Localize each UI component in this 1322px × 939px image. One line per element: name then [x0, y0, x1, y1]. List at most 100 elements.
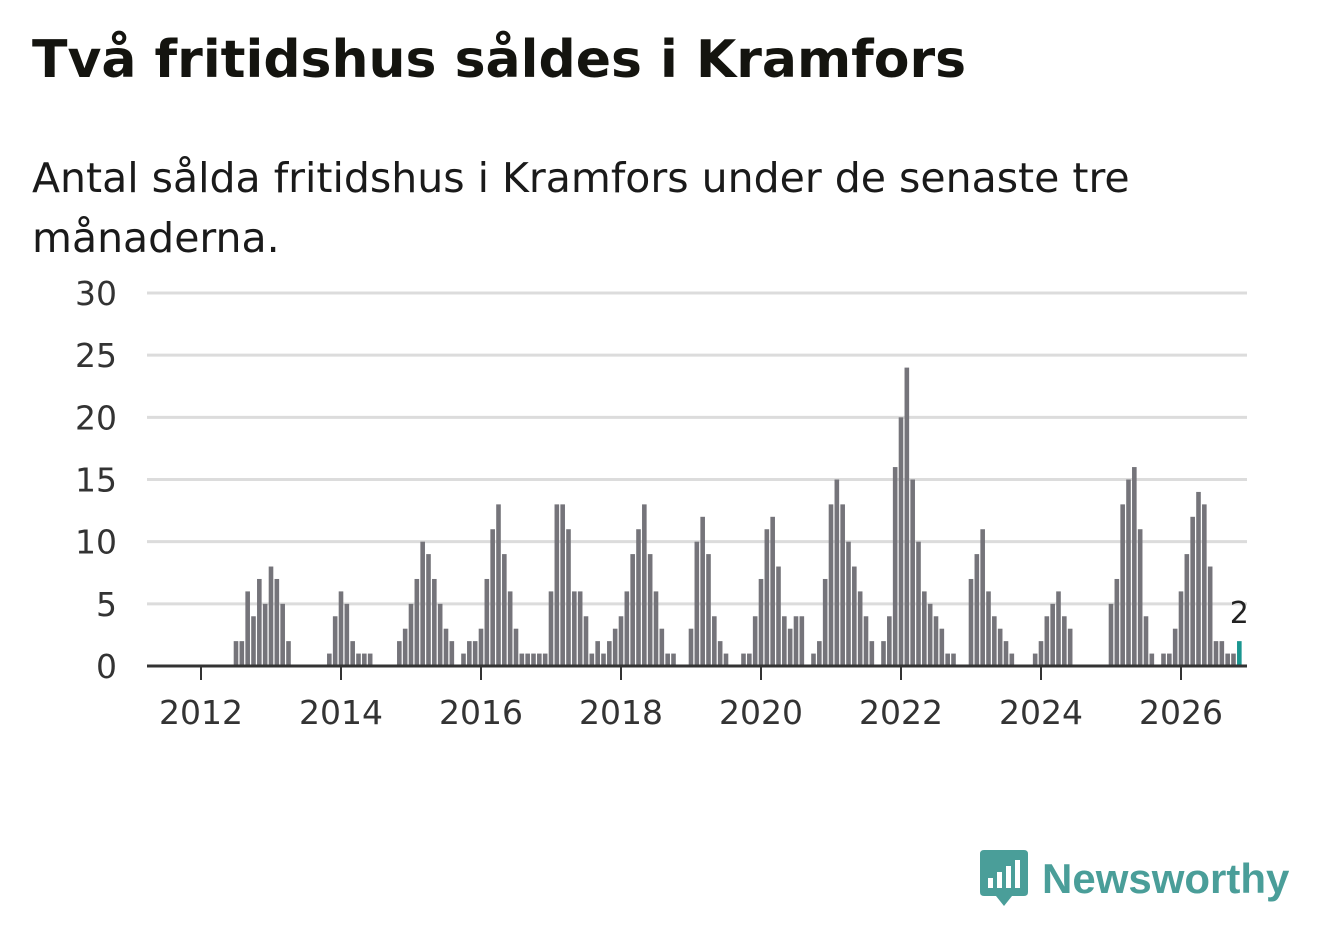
bar [974, 554, 980, 666]
bar [747, 653, 752, 666]
bar [367, 653, 373, 666]
bar [437, 603, 443, 666]
bar [1213, 641, 1219, 666]
bar [1062, 616, 1067, 666]
bar [414, 578, 420, 666]
y-axis-ticks: 0 5 10 15 20 25 30 [75, 274, 117, 686]
bar [519, 653, 525, 666]
bar [472, 641, 478, 666]
bar [910, 479, 915, 666]
y-tick-label: 15 [75, 461, 117, 500]
bar [717, 641, 723, 666]
bar [595, 641, 600, 666]
bar [560, 504, 565, 666]
bar [601, 653, 606, 666]
bar [881, 641, 886, 666]
bars [233, 367, 1242, 666]
bar [1184, 554, 1190, 666]
last-value-label: 2 [1230, 596, 1249, 631]
bar [1044, 616, 1050, 666]
bar [286, 641, 291, 666]
bar [834, 479, 840, 666]
bar [945, 653, 950, 666]
bar [1050, 603, 1055, 666]
bar [344, 603, 350, 666]
bar [799, 616, 805, 666]
bar [1178, 591, 1184, 666]
bar [1190, 516, 1195, 666]
bar [1126, 479, 1131, 666]
bar [507, 591, 513, 666]
bar [1225, 653, 1230, 666]
bar [1207, 566, 1213, 666]
x-axis-ticks: 2012 2014 2016 2018 2020 2022 2024 2026 [159, 666, 1223, 732]
bar [636, 529, 641, 666]
bar [1196, 491, 1201, 666]
bar [554, 504, 560, 666]
bar [420, 541, 425, 666]
bar [607, 641, 612, 666]
bar [1067, 628, 1073, 666]
bar [531, 653, 536, 666]
bar [723, 653, 729, 666]
bar [863, 616, 869, 666]
bar [362, 653, 367, 666]
bar [793, 616, 799, 666]
bar [490, 529, 495, 666]
bar [787, 628, 793, 666]
bar [822, 578, 828, 666]
y-tick-label: 20 [75, 398, 117, 437]
bar [776, 566, 781, 666]
bar [408, 603, 414, 666]
bar [997, 628, 1003, 666]
bar [566, 529, 571, 666]
bar [642, 504, 647, 666]
bar [1009, 653, 1015, 666]
bar [432, 578, 437, 666]
bar [443, 628, 449, 666]
bar [671, 653, 676, 666]
bar [647, 554, 653, 666]
bar [239, 641, 245, 666]
bar [583, 616, 589, 666]
bar [869, 641, 875, 666]
bar [274, 578, 280, 666]
bar [1137, 529, 1143, 666]
bar [402, 628, 408, 666]
bar [1108, 603, 1114, 666]
x-tick-label: 2014 [299, 693, 383, 732]
bar [992, 616, 997, 666]
bar [1231, 653, 1236, 666]
bar [268, 566, 274, 666]
bar [898, 417, 904, 666]
bar [752, 616, 758, 666]
y-tick-label: 25 [75, 336, 117, 375]
y-tick-label: 30 [75, 274, 117, 313]
bar [840, 504, 845, 666]
bar [332, 616, 338, 666]
bar [548, 591, 554, 666]
bar [741, 653, 746, 666]
newsworthy-logo: Newsworthy [978, 848, 1289, 910]
bar [782, 616, 787, 666]
bar [1143, 616, 1149, 666]
bar [525, 653, 530, 666]
bar-latest [1237, 641, 1242, 666]
bar [933, 616, 939, 666]
bar [653, 591, 659, 666]
bar [1114, 578, 1120, 666]
bar [245, 591, 250, 666]
bar [659, 628, 665, 666]
bar [589, 653, 595, 666]
bar [426, 554, 431, 666]
bar [922, 591, 927, 666]
bar [338, 591, 344, 666]
bar [712, 616, 717, 666]
bar [700, 516, 705, 666]
bar [968, 578, 974, 666]
y-tick-label: 10 [75, 523, 117, 562]
bar [280, 603, 285, 666]
bar [397, 641, 402, 666]
bar [811, 653, 816, 666]
bar [857, 591, 863, 666]
